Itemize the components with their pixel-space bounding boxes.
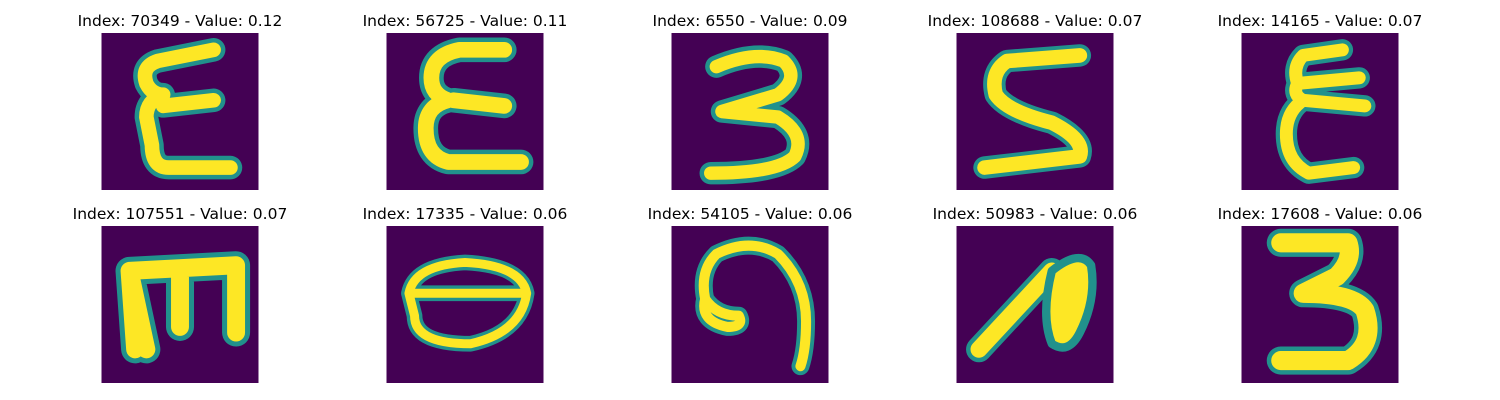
panel-1: Index: 70349 - Value: 0.12 <box>60 12 300 192</box>
digit-image <box>1241 226 1399 383</box>
panel-title: Index: 14165 - Value: 0.07 <box>1217 12 1423 30</box>
panel-title: Index: 70349 - Value: 0.12 <box>77 12 283 30</box>
digit-image <box>1241 33 1399 190</box>
digit-image <box>386 226 544 383</box>
digit-image <box>101 226 259 383</box>
glyph-stroke <box>966 253 1097 363</box>
glyph-stroke <box>973 44 1092 179</box>
panel-title: Index: 108688 - Value: 0.07 <box>927 12 1143 30</box>
panel-title: Index: 107551 - Value: 0.07 <box>72 205 288 223</box>
panel-title: Index: 54105 - Value: 0.06 <box>647 205 853 223</box>
digit-image <box>101 33 259 190</box>
digit-image <box>386 33 544 190</box>
glyph-stroke <box>401 254 535 352</box>
glyph-stroke <box>1275 39 1376 184</box>
panel-8: Index: 54105 - Value: 0.06 <box>630 205 870 385</box>
panel-title: Index: 56725 - Value: 0.11 <box>362 12 568 30</box>
digit-image <box>956 226 1114 383</box>
panel-10: Index: 17608 - Value: 0.06 <box>1200 205 1440 385</box>
glyph-stroke <box>699 45 810 185</box>
digit-image <box>671 33 829 190</box>
glyph-stroke <box>115 251 251 364</box>
glyph-stroke <box>1266 228 1383 375</box>
panel-5: Index: 14165 - Value: 0.07 <box>1200 12 1440 192</box>
digit-image <box>956 33 1114 190</box>
glyph-stroke <box>133 38 243 180</box>
panel-4: Index: 108688 - Value: 0.07 <box>915 12 1155 192</box>
panel-7: Index: 17335 - Value: 0.06 <box>345 205 585 385</box>
panel-9: Index: 50983 - Value: 0.06 <box>915 205 1155 385</box>
digit-image <box>671 226 829 383</box>
panel-title: Index: 6550 - Value: 0.09 <box>652 12 848 30</box>
panel-2: Index: 56725 - Value: 0.11 <box>345 12 585 192</box>
panel-6: Index: 107551 - Value: 0.07 <box>60 205 300 385</box>
glyph-stroke <box>694 236 816 376</box>
panel-title: Index: 17335 - Value: 0.06 <box>362 205 568 223</box>
panel-title: Index: 17608 - Value: 0.06 <box>1217 205 1423 223</box>
panel-title: Index: 50983 - Value: 0.06 <box>932 205 1138 223</box>
panel-3: Index: 6550 - Value: 0.09 <box>630 12 870 192</box>
glyph-stroke <box>413 37 534 175</box>
